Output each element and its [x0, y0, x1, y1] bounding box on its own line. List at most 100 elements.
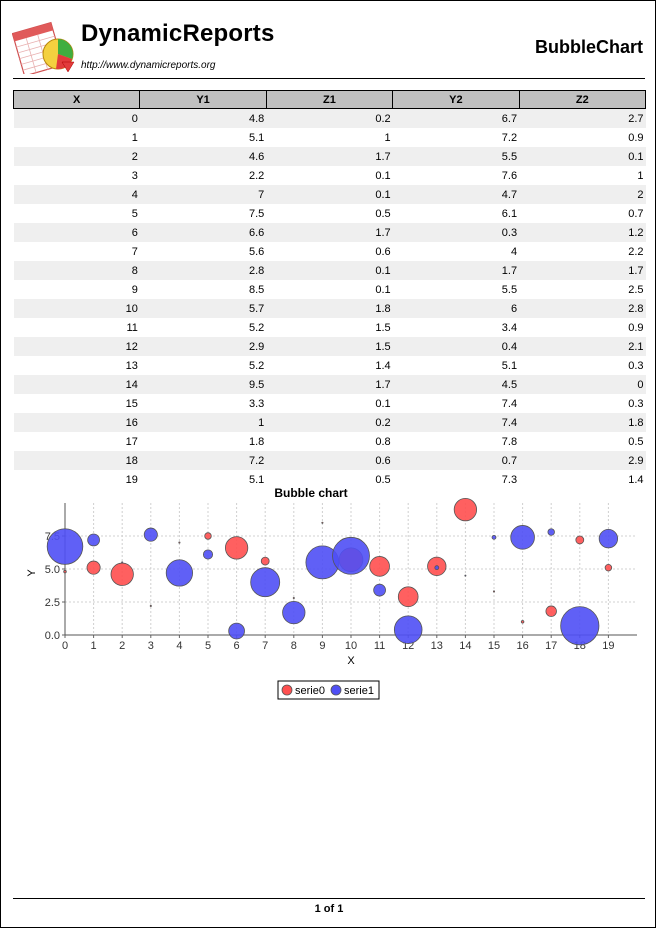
- cell-y2: 3.4: [501, 321, 518, 334]
- cell-y2: 5.5: [392, 147, 520, 166]
- bubble-serie1: [282, 600, 306, 625]
- table-row: 0 4.8 0.2 6.7 2.7: [13, 108, 646, 128]
- cell-y2: 4.7: [392, 185, 520, 204]
- bubble-serie0: [178, 541, 181, 544]
- table-row: 11 5.2 1.5 3.4 0.9: [14, 318, 646, 337]
- cell-x: 11: [126, 321, 138, 334]
- cell-y1: 5.2: [248, 321, 265, 334]
- table-row: 19 5.1 0.5 7.3 1.4: [14, 470, 646, 489]
- bubble-serie1: [373, 583, 386, 597]
- cell-z2: 0.7: [628, 207, 644, 220]
- bubble-serie1: [510, 525, 535, 550]
- legend-label-serie1: serie1: [344, 685, 374, 697]
- table-row: 3 2.2 0.1 7.6 1: [14, 166, 646, 185]
- table-row: 9 8.5 0.1 5.5 2.5: [14, 280, 646, 299]
- bubble-serie0: [292, 596, 295, 600]
- cell-y1: 5.1: [248, 473, 265, 486]
- bubble-serie1: [332, 536, 370, 575]
- bubble-serie0: [110, 562, 134, 586]
- cell-x: 17: [125, 435, 138, 448]
- cell-y1: 5.6: [248, 245, 265, 258]
- cell-x: 1: [131, 131, 138, 144]
- cell-z2: 2.5: [628, 283, 644, 296]
- bubble-serie0: [321, 521, 324, 524]
- bubble-serie0: [86, 560, 101, 575]
- brand-url-link[interactable]: http://www.dynamicreports.org: [81, 60, 216, 71]
- table-row: 13 5.2 1.4 5.1 0.3: [14, 356, 646, 375]
- cell-y1: 4.8: [139, 108, 267, 128]
- x-axis-label: X: [347, 655, 355, 667]
- x-tick-label: 2: [119, 640, 125, 652]
- cell-y1: 2.8: [139, 261, 267, 280]
- cell-y2: 7.3: [501, 473, 518, 486]
- bubble-serie1: [46, 528, 84, 565]
- bubble-serie0: [149, 604, 152, 608]
- cell-z2: 0.9: [628, 131, 644, 144]
- brand-title: DynamicReports: [81, 20, 275, 47]
- cell-y2: 4: [510, 245, 518, 258]
- cell-z1: 0.1: [375, 283, 391, 296]
- cell-y1: 3.3: [248, 397, 265, 410]
- cell-z2: 2.1: [519, 337, 646, 356]
- table-row: 18 7.2 0.6 0.7 2.9: [13, 451, 646, 470]
- cell-y1: 5.7: [139, 299, 267, 318]
- footer-divider: [13, 898, 645, 899]
- x-tick-label: 7: [262, 640, 268, 652]
- cell-x: 6: [13, 223, 140, 242]
- cell-y2: 6.7: [392, 108, 520, 128]
- cell-y1: 7.5: [248, 207, 265, 220]
- cell-z2: 2.7: [519, 108, 646, 128]
- cell-x: 10: [13, 299, 140, 318]
- column-header-y2: Y2: [392, 90, 520, 109]
- cell-z1: 0.1: [375, 397, 391, 410]
- cell-z1: 0.6: [375, 245, 391, 258]
- table-row: 15 3.3 0.1 7.4 0.3: [14, 394, 646, 413]
- table-body: 0 4.8 0.2 6.7 2.7 1 5.1 1 7.2 0.9 2 4.6 1.7 5.5 0.1 3 2.…: [13, 108, 646, 490]
- cell-y2: 0.3: [392, 223, 520, 242]
- cell-z2: 2.2: [628, 245, 644, 258]
- table-row: 4 7 0.1 4.7 2: [13, 185, 646, 204]
- bubble-serie0: [260, 556, 270, 566]
- bubble-serie1: [87, 533, 100, 547]
- y-tick-label: 0.0: [45, 630, 60, 642]
- cell-z2: 0.3: [628, 397, 644, 410]
- cell-y2: 5.1: [501, 359, 518, 372]
- cell-x: 3: [131, 169, 138, 182]
- table-row: 16 1 0.2 7.4 1.8: [13, 413, 646, 432]
- bubble-serie0: [369, 556, 390, 577]
- bubble-serie1: [143, 527, 158, 542]
- cell-y1: 4.6: [139, 147, 267, 166]
- cell-x: 18: [13, 451, 140, 470]
- column-header-x: X: [12, 90, 141, 109]
- cell-z2: 1.7: [519, 261, 646, 280]
- cell-x: 13: [125, 359, 138, 372]
- bubble-serie0: [575, 535, 585, 545]
- legend-swatch-serie1: [330, 684, 342, 696]
- x-tick-label: 8: [291, 640, 297, 652]
- cell-z1: 1.7: [266, 375, 393, 394]
- bubble-serie0: [492, 590, 496, 593]
- cell-z2: 0.5: [628, 435, 644, 448]
- bubble-serie1: [547, 528, 555, 536]
- x-tick-label: 17: [545, 640, 557, 652]
- cell-y1: 9.5: [139, 375, 267, 394]
- table-row: 12 2.9 1.5 0.4 2.1: [13, 337, 646, 356]
- bubble-serie0: [63, 569, 67, 574]
- data-table: X Y1 Z1 Y2 Z2 0 4.8 0.2 6.7 2.7 1 5.1 1 7.2 0.9 2 4…: [12, 90, 647, 490]
- bubble-serie1: [250, 567, 281, 598]
- y-tick-label: 5.0: [45, 564, 60, 576]
- x-tick-label: 15: [488, 640, 500, 652]
- cell-z1: 1.5: [375, 321, 391, 334]
- cell-z2: 1: [637, 169, 644, 182]
- cell-y1: 5.1: [248, 131, 265, 144]
- chart-title: Bubble chart: [274, 486, 347, 500]
- bubble-serie0: [453, 497, 478, 522]
- x-tick-label: 9: [319, 640, 325, 652]
- cell-z2: 1.8: [519, 413, 646, 432]
- cell-x: 2: [13, 147, 140, 166]
- cell-y2: 7.4: [501, 397, 518, 410]
- bubble-serie0: [397, 586, 419, 608]
- table-row: 10 5.7 1.8 6 2.8: [13, 299, 646, 318]
